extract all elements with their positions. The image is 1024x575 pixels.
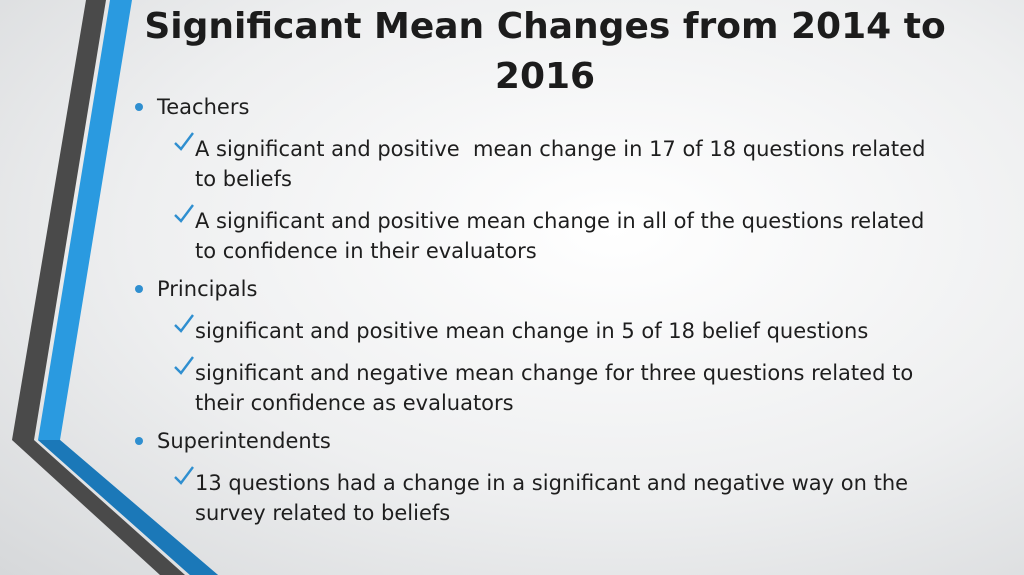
sub-bullet: 13 questions had a change in a significa… — [130, 466, 960, 528]
slide-title: Significant Mean Changes from 2014 to 20… — [144, 6, 959, 97]
check-icon — [174, 314, 194, 333]
sub-bullet: significant and positive mean change in … — [130, 314, 960, 346]
check-icon — [174, 466, 194, 485]
sub-bullet: significant and negative mean change for… — [130, 356, 960, 418]
check-icon — [174, 132, 194, 151]
sub-bullet: A significant and positive mean change i… — [130, 132, 960, 194]
check-icon — [174, 356, 194, 375]
dark-stripe — [12, 0, 185, 575]
bullet-label: Superintendents — [130, 426, 960, 456]
section: Teachers A significant and positive mean … — [130, 92, 960, 266]
bullet-list: Teachers A significant and positive mean … — [130, 92, 960, 536]
bullet-label: Teachers — [130, 92, 960, 122]
bullet-label: Principals — [130, 274, 960, 304]
section: Superintendents 13 questions had a change… — [130, 426, 960, 528]
sub-bullet: A significant and positive mean change i… — [130, 204, 960, 266]
decoration — [12, 0, 218, 575]
check-icon — [174, 204, 194, 223]
blue-stripe-shade — [38, 440, 218, 575]
blue-stripe — [38, 0, 218, 575]
section: Principals significant and positive mean … — [130, 274, 960, 418]
